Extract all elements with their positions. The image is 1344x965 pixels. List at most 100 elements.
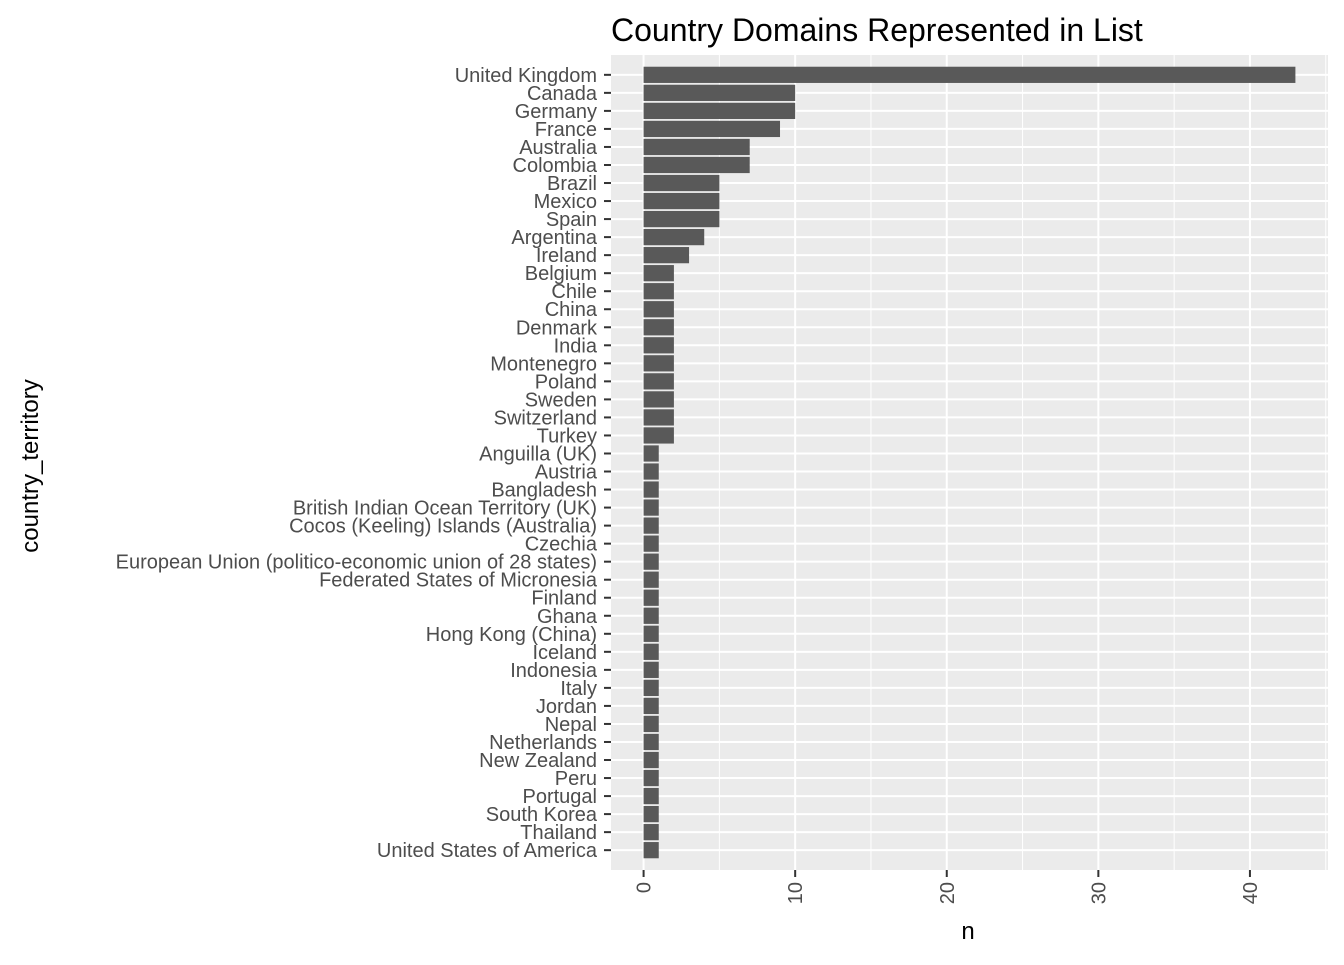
y-tick-label: Chile — [551, 281, 597, 303]
panel-background — [611, 55, 1328, 870]
y-tick-label: Turkey — [537, 425, 597, 447]
bars — [643, 66, 1296, 859]
y-tick-label: Anguilla (UK) — [479, 443, 597, 465]
bar-china — [643, 301, 674, 318]
y-tick-label: India — [554, 335, 598, 357]
y-tick-label: South Korea — [486, 804, 598, 826]
y-tick-label: United Kingdom — [455, 65, 597, 87]
y-tick-label: Brazil — [547, 173, 597, 195]
y-tick-label: Portugal — [523, 786, 598, 808]
bar-switzerland — [643, 409, 674, 426]
bar-iceland — [643, 643, 659, 660]
y-tick-label: European Union (politico-economic union … — [116, 552, 597, 574]
y-tick-label: Argentina — [511, 227, 597, 249]
bar-netherlands — [643, 733, 659, 751]
y-tick-label: Poland — [535, 371, 597, 393]
bar-portugal — [643, 787, 659, 805]
bar-india — [643, 337, 674, 354]
y-tick-label: United States of America — [377, 840, 598, 862]
y-tick-label: Bangladesh — [491, 480, 597, 502]
bar-peru — [643, 769, 659, 787]
bar-south-korea — [643, 805, 659, 823]
y-tick-label: Czechia — [525, 534, 598, 556]
y-tick-label: Finland — [531, 588, 597, 610]
y-tick-label: Austria — [535, 462, 598, 484]
y-tick-label: Indonesia — [510, 660, 598, 682]
bar-hong-kong-china — [643, 625, 659, 642]
y-tick-label: Hong Kong (China) — [426, 624, 597, 646]
y-tick-label: Jordan — [536, 696, 597, 718]
y-tick-label: Belgium — [525, 263, 597, 285]
bar-sweden — [643, 391, 674, 408]
bar-chile — [643, 283, 674, 300]
bar-british-indian-ocean-territory-uk — [643, 499, 659, 516]
y-axis: United KingdomCanadaGermanyFranceAustral… — [116, 65, 611, 862]
chart-title: Country Domains Represented in List — [611, 12, 1143, 48]
y-tick-label: Canada — [527, 83, 598, 105]
bar-germany — [643, 102, 796, 120]
y-tick-label: Germany — [515, 101, 597, 123]
bar-nepal — [643, 715, 659, 733]
bar-united-kingdom — [643, 66, 1296, 83]
x-tick-label: 0 — [634, 882, 656, 893]
bar-finland — [643, 589, 659, 606]
bar-spain — [643, 210, 720, 228]
y-tick-label: Mexico — [534, 191, 597, 213]
x-tick-label: 10 — [785, 882, 807, 904]
bar-european-union-politico-economic-union-of-28-states — [643, 553, 659, 570]
y-tick-label: Sweden — [525, 389, 597, 411]
y-tick-label: Colombia — [513, 155, 598, 177]
bar-united-states-of-america — [643, 842, 659, 859]
x-axis: 0 10 20 30 40 — [634, 870, 1262, 904]
bar-brazil — [643, 174, 720, 192]
bar-austria — [643, 463, 659, 480]
bar-montenegro — [643, 355, 674, 372]
bar-federated-states-of-micronesia — [643, 571, 659, 588]
bar-new-zealand — [643, 751, 659, 769]
bar-cocos-keeling-islands-australia — [643, 517, 659, 534]
bar-indonesia — [643, 661, 659, 678]
bar-thailand — [643, 824, 659, 841]
bar-ghana — [643, 607, 659, 624]
y-tick-label: China — [545, 299, 598, 321]
y-tick-label: British Indian Ocean Territory (UK) — [293, 498, 597, 520]
y-tick-label: Denmark — [516, 317, 598, 339]
bar-turkey — [643, 427, 674, 444]
y-tick-label: Federated States of Micronesia — [319, 570, 598, 592]
y-tick-label: Australia — [519, 137, 598, 159]
y-axis-title: country_territory — [17, 379, 44, 552]
y-tick-label: Cocos (Keeling) Islands (Australia) — [289, 516, 597, 538]
bar-anguilla-uk — [643, 445, 659, 462]
x-tick-label: 30 — [1088, 882, 1110, 904]
bar-poland — [643, 373, 674, 390]
y-tick-label: Nepal — [545, 714, 597, 736]
bar-belgium — [643, 265, 674, 282]
bar-ireland — [643, 247, 690, 264]
y-tick-label: France — [535, 119, 597, 141]
y-tick-label: Ireland — [536, 245, 597, 267]
y-tick-label: Switzerland — [494, 407, 597, 429]
y-tick-label: New Zealand — [479, 750, 597, 772]
x-tick-label: 40 — [1240, 882, 1262, 904]
plot-panel — [611, 55, 1328, 870]
y-tick-label: Thailand — [520, 822, 597, 844]
y-tick-label: Netherlands — [489, 732, 597, 754]
bar-denmark — [643, 319, 674, 336]
bar-colombia — [643, 156, 750, 174]
bar-australia — [643, 138, 750, 156]
bar-czechia — [643, 535, 659, 552]
bar-italy — [643, 679, 659, 697]
x-tick-label: 20 — [937, 882, 959, 904]
bar-argentina — [643, 228, 705, 246]
bar-jordan — [643, 697, 659, 715]
bar-france — [643, 120, 781, 138]
y-tick-label: Italy — [560, 678, 597, 700]
bar-bangladesh — [643, 481, 659, 498]
bar-mexico — [643, 192, 720, 210]
y-tick-label: Ghana — [537, 606, 598, 628]
y-tick-label: Montenegro — [490, 353, 597, 375]
bar-canada — [643, 84, 796, 101]
y-tick-label: Peru — [555, 768, 597, 790]
